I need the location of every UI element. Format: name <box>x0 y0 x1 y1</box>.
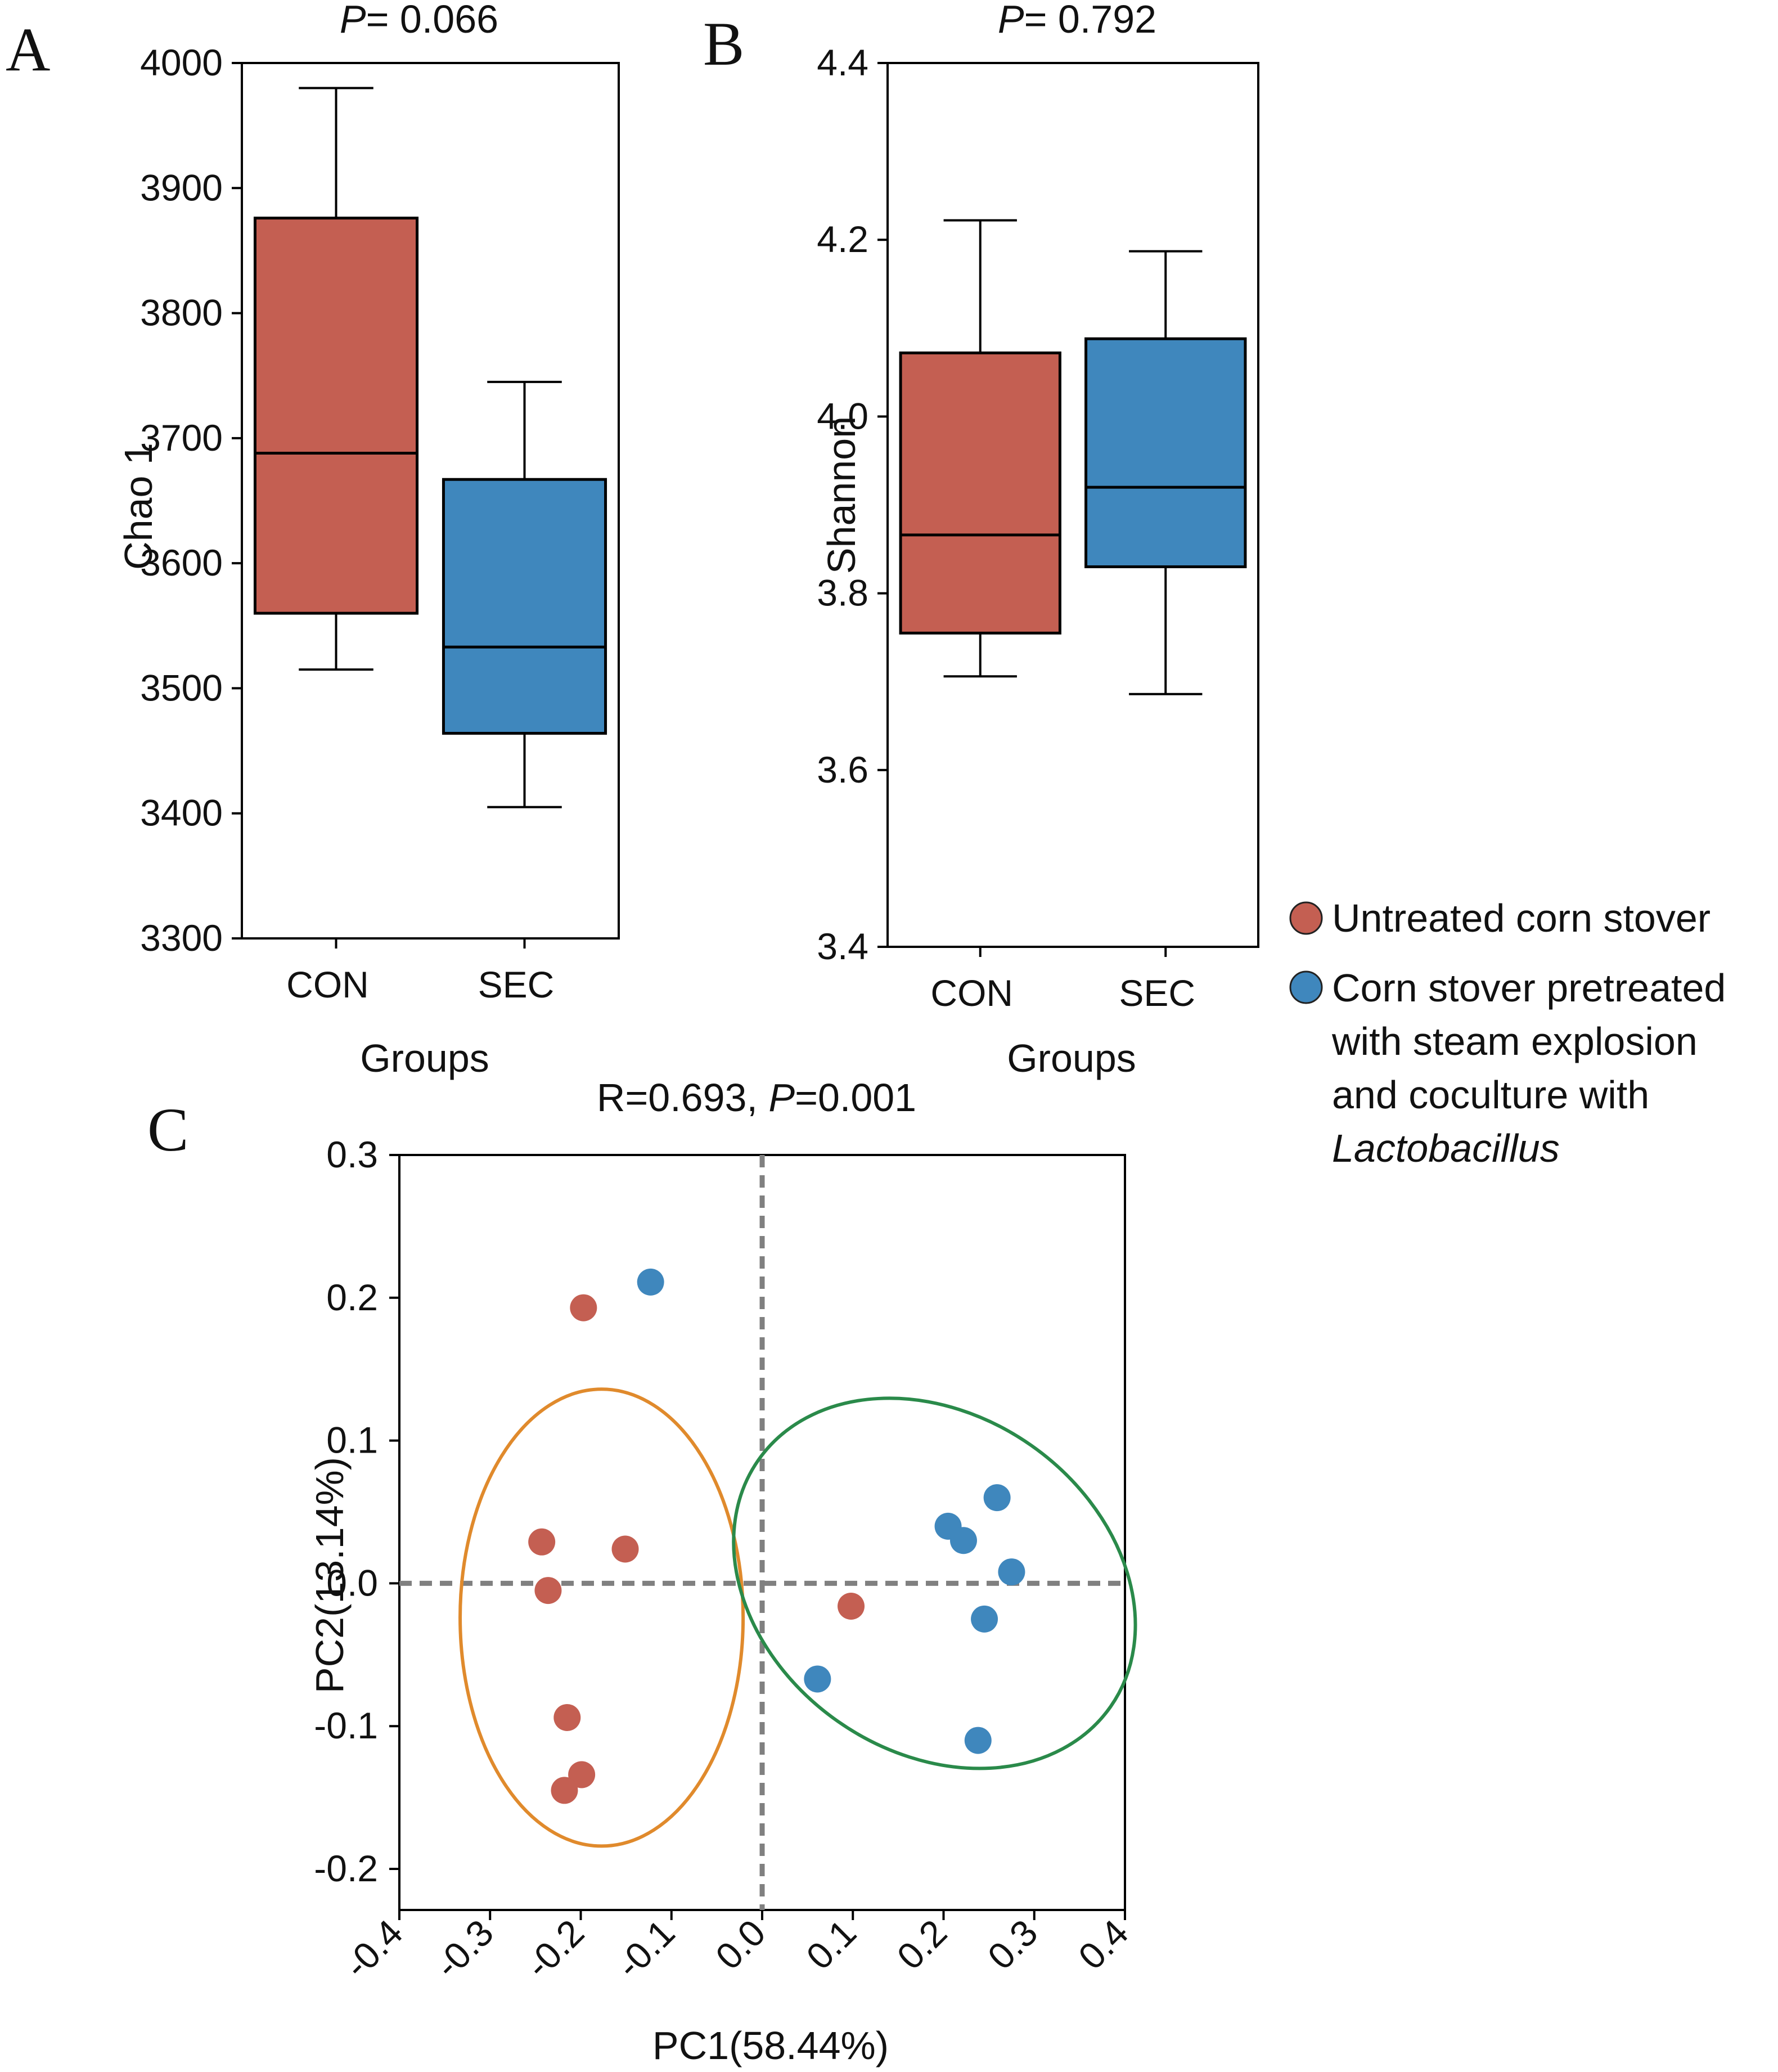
panel-a-plot: 3300 3400 3500 3600 3700 3800 3900 4000 CON SEC <box>140 42 620 1005</box>
legend-label-sec-line2: with steam explosion <box>1331 1019 1698 1063</box>
y-tick-label: 3700 <box>140 417 223 459</box>
y-tick-label: 3600 <box>140 542 223 583</box>
point-sec <box>971 1605 998 1633</box>
panel-a-ylabel: Chao 1 <box>116 443 160 570</box>
panel-b-xlabel: Groups <box>1007 1036 1136 1080</box>
y-tick-label: 0.1 <box>326 1419 378 1461</box>
legend-label-sec-line1: Corn stover pretreated <box>1332 966 1726 1010</box>
panel-a-letter: A <box>6 15 50 84</box>
y-tick-label: 3300 <box>140 917 223 959</box>
box-sec <box>442 478 607 735</box>
y-tick-label: 0.0 <box>326 1562 378 1603</box>
y-tick-label: 4.4 <box>817 42 868 83</box>
panel-b-letter: B <box>703 10 744 78</box>
legend-label-sec-line3: and coculture with <box>1332 1073 1649 1117</box>
panel-a-xlabel: Groups <box>360 1036 489 1080</box>
x-tick-label: 0.3 <box>979 1912 1045 1977</box>
y-tick-label: 0.3 <box>326 1134 378 1175</box>
point-sec <box>998 1558 1025 1586</box>
panel-b: B P= 0.792 Shannon Groups 3.4 3.6 3.8 4.0 4.… <box>703 0 1259 1080</box>
x-tick-label: 0.0 <box>708 1912 773 1977</box>
panel-b-ylabel: Shannon <box>820 416 863 574</box>
panel-a-title: P= 0.066 <box>340 0 498 41</box>
y-tick-label: 3.6 <box>817 749 868 790</box>
confidence-ellipse-con <box>458 1387 745 1848</box>
panel-c-xlabel: PC1(58.44%) <box>652 2024 889 2067</box>
panel-c-plot: -0.2-0.10.00.10.20.3-0.4 -0.3 -0.2 -0.1 0.0 0… <box>314 1134 1137 1986</box>
point-con <box>534 1577 562 1604</box>
point-con <box>551 1777 578 1804</box>
y-tick-label: 3.4 <box>817 925 868 967</box>
y-tick-label: 4.2 <box>817 218 868 260</box>
legend: Untreated corn stover Corn stover pretre… <box>1289 896 1726 1170</box>
panel-b-title: P= 0.792 <box>998 0 1156 41</box>
y-tick-label: 3.8 <box>817 572 868 614</box>
legend-swatch-sec <box>1289 970 1323 1004</box>
x-tick-label: -0.2 <box>517 1912 592 1986</box>
y-tick-label: 4.0 <box>817 395 868 437</box>
point-con <box>553 1704 581 1731</box>
x-tick-label: 0.1 <box>798 1912 864 1977</box>
point-sec <box>637 1268 664 1296</box>
legend-label-con: Untreated corn stover <box>1332 896 1711 940</box>
plot-frame <box>886 62 1259 948</box>
legend-label-sec-line4: Lactobacillus <box>1332 1126 1560 1170</box>
point-sec <box>964 1727 992 1754</box>
point-con <box>528 1528 556 1556</box>
x-tick-label: SEC <box>478 964 555 1005</box>
box-sec <box>1084 337 1247 568</box>
x-tick-label: CON <box>930 972 1013 1014</box>
y-tick-label: 3400 <box>140 792 223 834</box>
panel-c: C R=0.693, P=0.001 PC2(13.14%) PC1(58.44… <box>147 1076 1137 2067</box>
y-tick-label: 4000 <box>140 42 223 83</box>
box-con <box>253 217 419 615</box>
point-sec <box>983 1484 1011 1512</box>
y-tick-label: 3900 <box>140 167 223 208</box>
y-tick-label: -0.1 <box>314 1705 378 1746</box>
point-con <box>568 1761 596 1788</box>
panel-b-plot: 3.4 3.6 3.8 4.0 4.2 4.4 CON SEC <box>817 42 1259 1014</box>
point-sec <box>804 1665 831 1693</box>
x-tick-label: -0.4 <box>336 1912 411 1986</box>
x-tick-label: 0.2 <box>889 1912 955 1977</box>
x-tick-label: SEC <box>1119 972 1195 1014</box>
y-tick-label: 3800 <box>140 292 223 334</box>
box-con <box>899 351 1061 635</box>
panel-a: A P= 0.066 Chao 1 Groups 3300 3400 3500 360… <box>6 0 620 1080</box>
x-tick-label: -0.1 <box>608 1912 683 1986</box>
x-tick-label: CON <box>286 964 369 1005</box>
panel-c-ylabel: PC2(13.14%) <box>308 1457 352 1693</box>
plot-frame <box>241 62 620 940</box>
panel-c-letter: C <box>147 1095 188 1164</box>
x-tick-label: -0.3 <box>426 1912 501 1986</box>
legend-swatch-con <box>1289 901 1323 935</box>
point-sec <box>949 1527 977 1554</box>
point-con <box>611 1535 639 1563</box>
confidence-ellipse-sec <box>732 1396 1137 1770</box>
point-con <box>570 1294 597 1322</box>
y-tick-label: 0.2 <box>326 1277 378 1318</box>
y-tick-label: -0.2 <box>314 1848 378 1889</box>
x-tick-label: 0.4 <box>1070 1912 1136 1977</box>
y-tick-label: 3500 <box>140 667 223 708</box>
panel-c-title: R=0.693, P=0.001 <box>597 1076 916 1120</box>
point-con <box>838 1593 865 1620</box>
